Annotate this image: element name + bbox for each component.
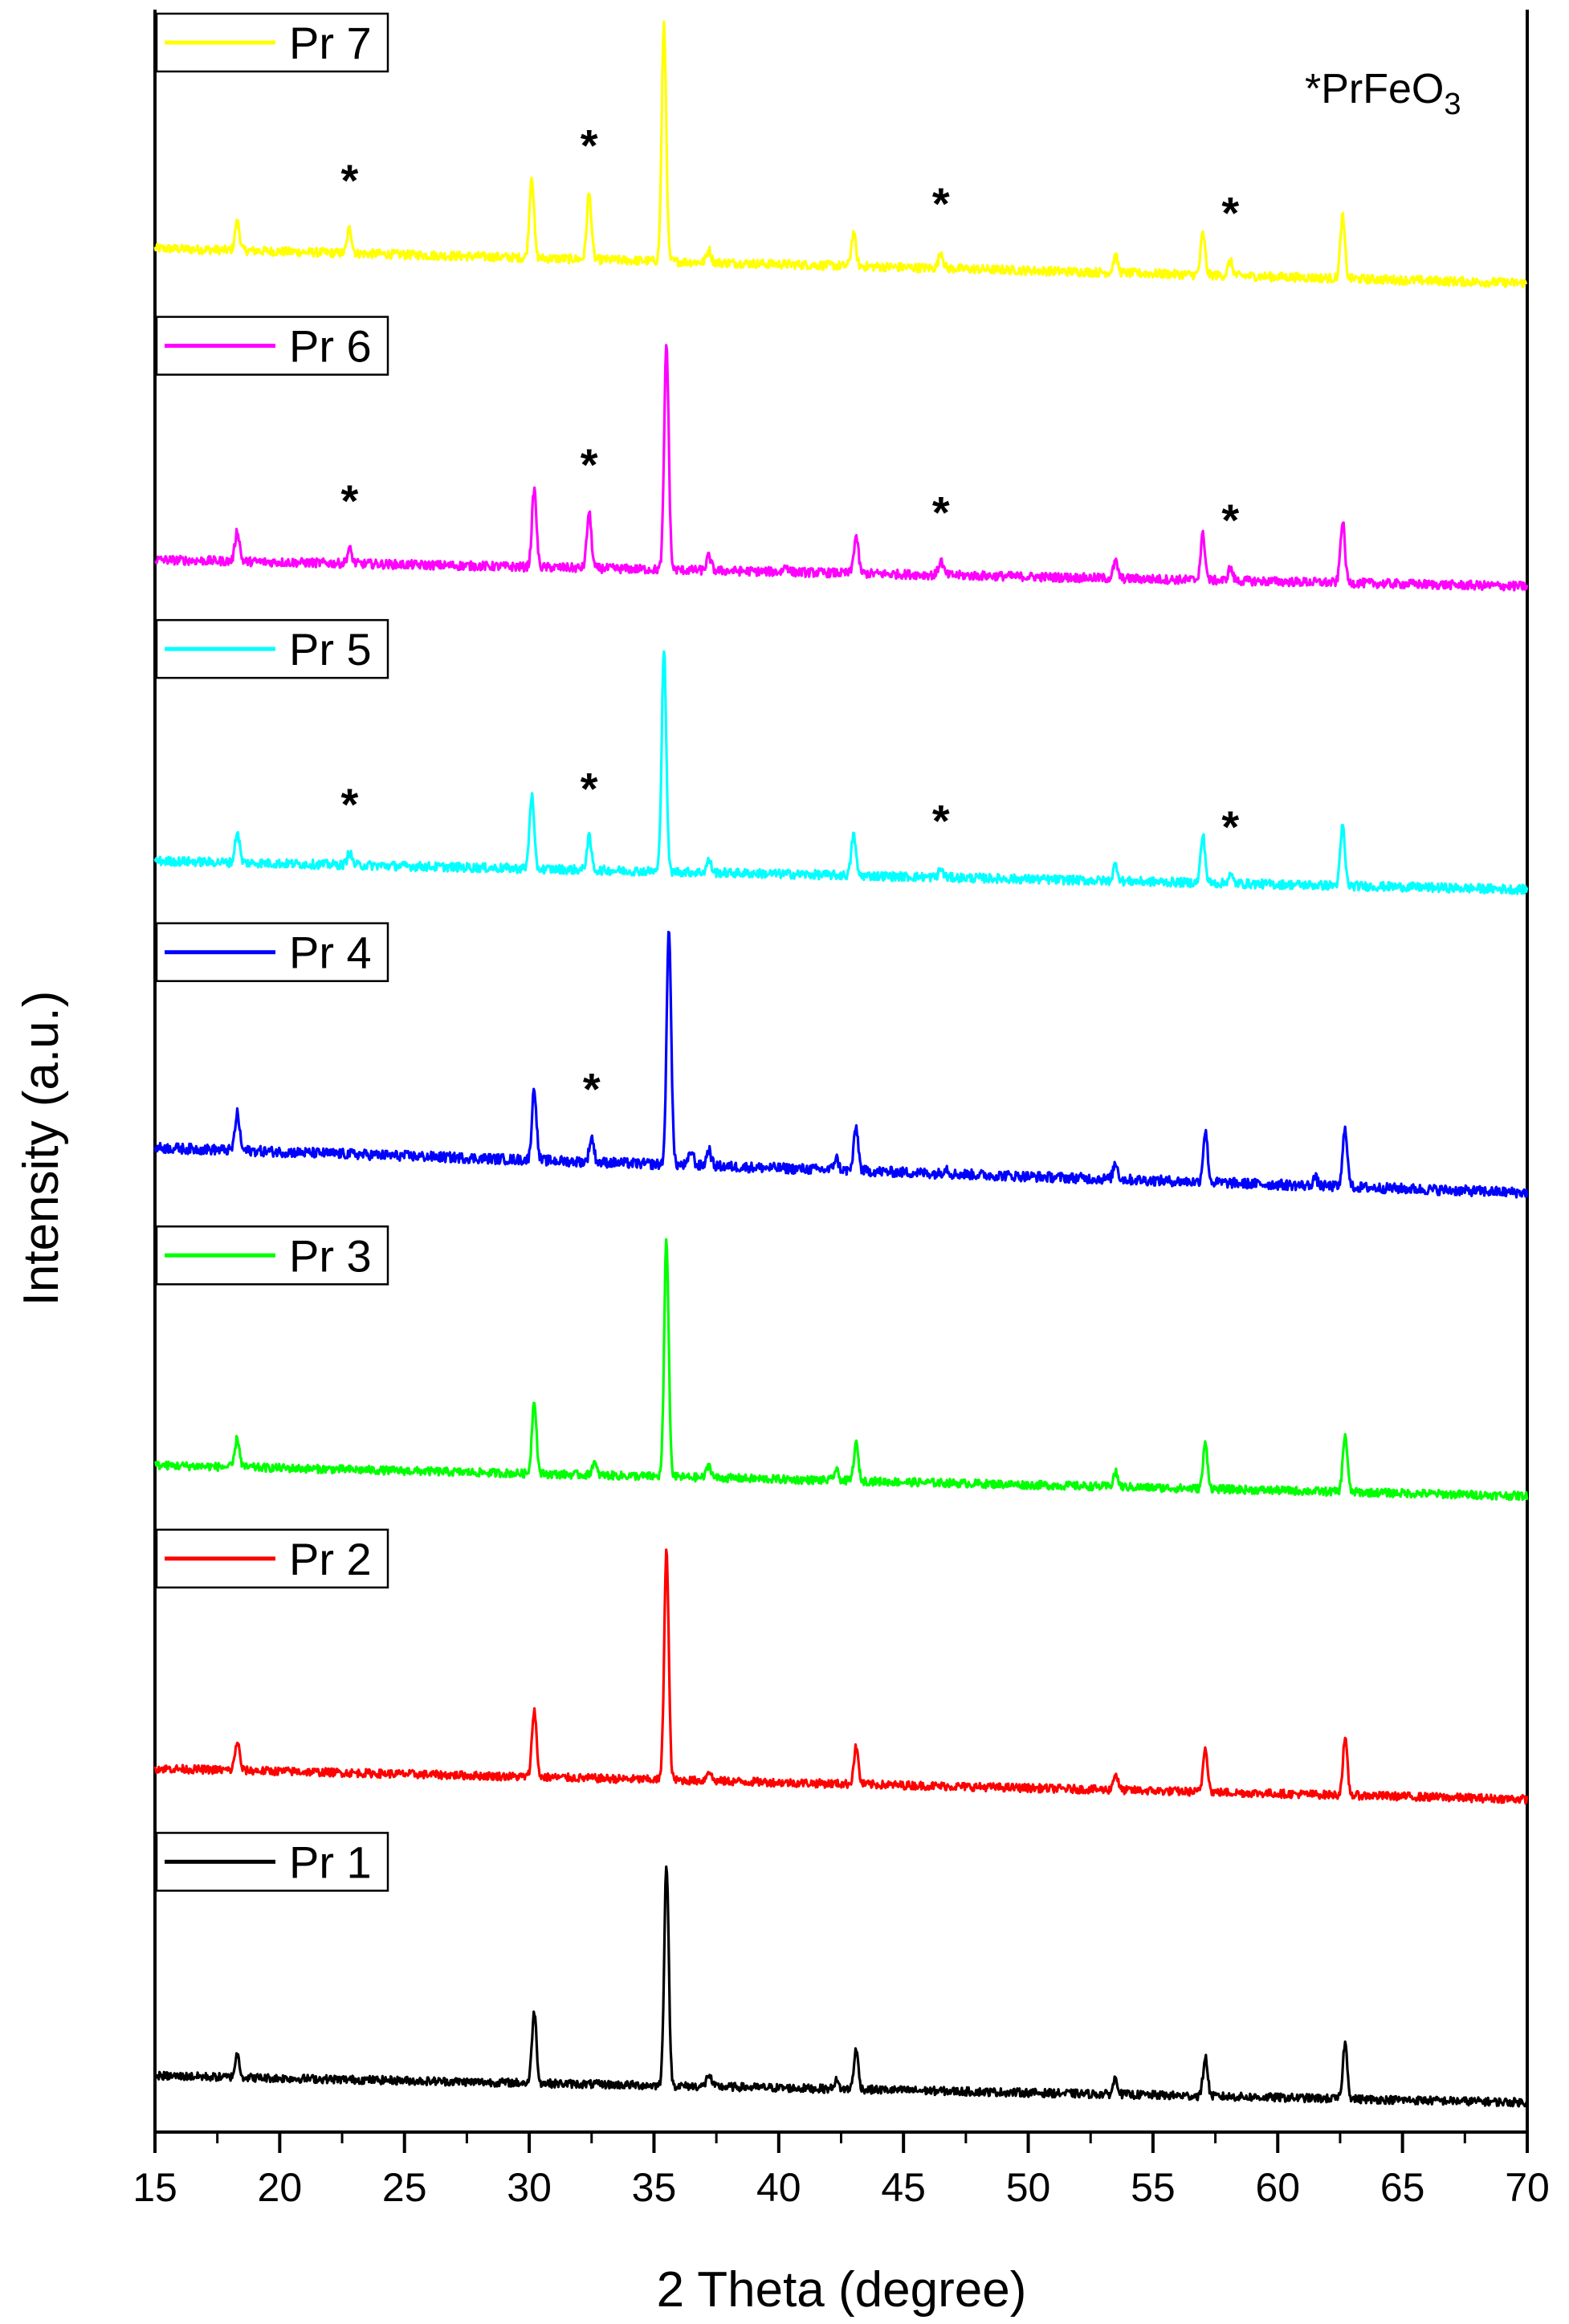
phase-note-subscript: 3 <box>1444 88 1461 121</box>
x-tick-label: 40 <box>756 2165 801 2210</box>
phase-marker: * <box>1221 495 1239 545</box>
x-tick-label: 45 <box>881 2165 926 2210</box>
x-tick-label: 35 <box>632 2165 677 2210</box>
phase-note-prefix: *PrFeO <box>1305 66 1444 112</box>
phase-marker: * <box>1221 801 1239 852</box>
x-axis-ticks: 15 20 25 30 35 40 45 50 55 60 65 70 <box>132 2132 1550 2210</box>
phase-marker: * <box>340 155 358 206</box>
peak-markers: * * * * * * * * * * * * * <box>340 120 1239 1115</box>
legend-label: Pr 5 <box>289 624 372 675</box>
x-tick-label: 20 <box>258 2165 303 2210</box>
phase-marker: * <box>1221 188 1239 239</box>
legend-label: Pr 7 <box>289 18 372 68</box>
x-tick-label: 50 <box>1006 2165 1051 2210</box>
series-line-pr-2 <box>153 1548 1529 1805</box>
phase-marker: * <box>583 1064 601 1115</box>
legend-label: Pr 3 <box>289 1230 372 1281</box>
series-line-pr-1 <box>153 1865 1529 2108</box>
legend-label: Pr 2 <box>289 1534 372 1584</box>
phase-marker: * <box>581 120 598 171</box>
x-tick-label: 60 <box>1255 2165 1300 2210</box>
x-tick-label: 55 <box>1131 2165 1176 2210</box>
legend-label: Pr 1 <box>289 1837 372 1887</box>
phase-marker: * <box>932 487 950 537</box>
legend-boxes: Pr 7 Pr 6 Pr 5 Pr 4 Pr 3 Pr 2 Pr 1 <box>155 12 389 1892</box>
x-tick-label: 70 <box>1505 2165 1550 2210</box>
phase-marker: * <box>932 178 950 229</box>
x-tick-label: 25 <box>382 2165 427 2210</box>
series-line-pr-7 <box>153 20 1528 289</box>
x-tick-label: 65 <box>1380 2165 1425 2210</box>
legend-label: Pr 4 <box>289 928 372 978</box>
y-axis-title: Intensity (a.u.) <box>14 991 69 1307</box>
legend-label: Pr 6 <box>289 321 372 372</box>
phase-marker: * <box>340 475 358 526</box>
x-tick-label: 30 <box>507 2165 552 2210</box>
phase-marker: * <box>932 795 950 846</box>
x-tick-label: 15 <box>132 2165 177 2210</box>
phase-marker: * <box>581 764 598 814</box>
phase-note: *PrFeO3 <box>1305 66 1461 121</box>
phase-marker: * <box>340 779 358 830</box>
series-line-pr-3 <box>153 1237 1529 1501</box>
series-line-pr-6 <box>154 344 1529 592</box>
phase-marker: * <box>581 439 598 490</box>
series-line-pr-4 <box>153 931 1529 1199</box>
series-line-pr-5 <box>153 650 1529 895</box>
series-traces <box>153 20 1529 2108</box>
x-axis-title: 2 Theta (degree) <box>657 2262 1027 2318</box>
